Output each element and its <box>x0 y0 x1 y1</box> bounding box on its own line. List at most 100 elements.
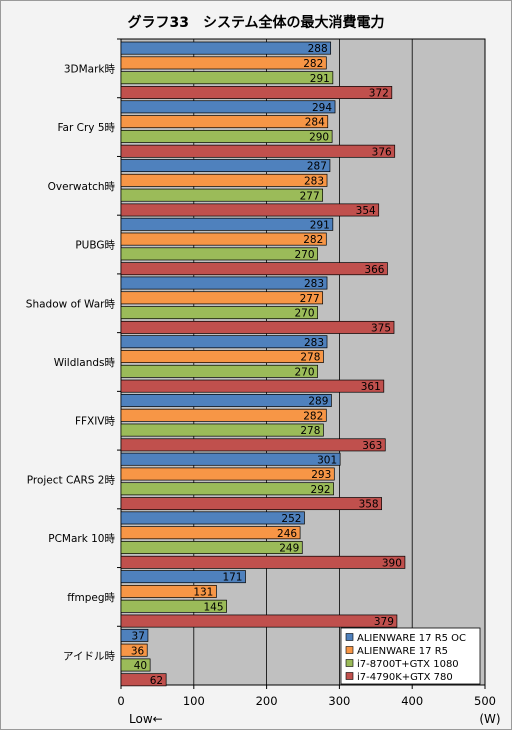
data-label: 301 <box>317 454 337 466</box>
data-label: 293 <box>311 469 331 481</box>
data-label: 270 <box>295 249 315 261</box>
bar <box>120 71 334 85</box>
bar <box>120 438 386 452</box>
bar <box>120 628 149 642</box>
bar <box>120 188 324 202</box>
data-label: 372 <box>369 88 389 100</box>
data-label: 270 <box>295 308 315 320</box>
bar <box>120 203 380 217</box>
bar <box>120 423 324 437</box>
data-label: 283 <box>304 278 324 290</box>
bar <box>120 555 406 569</box>
data-label: 277 <box>300 293 320 305</box>
bar <box>120 584 217 598</box>
bar <box>120 467 335 481</box>
data-label: 282 <box>303 58 323 70</box>
data-label: 291 <box>310 73 330 85</box>
bar <box>120 41 332 55</box>
category-label: PUBG時 <box>75 240 115 252</box>
data-label: 375 <box>371 323 391 335</box>
legend-label: i7-8700T+GTX 1080 <box>357 659 459 670</box>
data-label: 62 <box>150 675 163 687</box>
bar <box>120 394 332 407</box>
bar <box>120 497 382 511</box>
category-label: アイドル時 <box>63 651 115 663</box>
category-label: Overwatch時 <box>48 181 116 193</box>
data-label: 361 <box>361 381 381 393</box>
x-tick-label: 200 <box>256 694 278 708</box>
bar <box>120 599 227 613</box>
bar <box>120 86 393 99</box>
axis-note: Low← <box>129 712 163 726</box>
data-label: 376 <box>372 146 392 158</box>
data-label: 390 <box>382 557 402 569</box>
data-label: 282 <box>303 410 323 422</box>
bar <box>120 262 388 276</box>
category-label: 3DMark時 <box>64 63 116 75</box>
data-label: 292 <box>311 484 331 496</box>
data-label: 287 <box>307 161 327 173</box>
bar <box>120 247 318 261</box>
bar <box>120 350 324 363</box>
x-tick-label: 0 <box>117 694 124 708</box>
data-label: 291 <box>310 219 330 231</box>
x-tick-label: 100 <box>183 694 205 708</box>
legend-swatch <box>345 633 354 641</box>
chart-title: グラフ33 システム全体の最大消費電力 <box>127 14 384 31</box>
bar <box>120 511 305 525</box>
data-label: 283 <box>304 337 324 349</box>
bar <box>120 306 318 320</box>
legend: ALIENWARE 17 R5 OC ALIENWARE 17 R5 i7-8700… <box>340 627 481 685</box>
bar <box>120 643 148 657</box>
data-label: 36 <box>131 645 145 657</box>
category-label: Wildlands時 <box>54 357 116 369</box>
category-label: ffmpeg時 <box>67 592 115 604</box>
x-tick-label: 400 <box>401 694 423 708</box>
data-label: 284 <box>305 117 325 129</box>
data-label: 171 <box>222 572 242 584</box>
bar <box>120 144 396 158</box>
data-label: 270 <box>295 366 315 378</box>
data-label: 131 <box>193 587 213 599</box>
legend-label: ALIENWARE 17 R5 <box>357 646 448 657</box>
data-label: 278 <box>300 425 320 437</box>
bar <box>120 614 398 628</box>
data-label: 282 <box>303 234 323 246</box>
bar <box>120 320 395 334</box>
data-label: 379 <box>374 616 394 628</box>
bar <box>120 115 329 129</box>
bar <box>120 541 303 554</box>
bar <box>120 673 167 687</box>
category-label: Shadow of War時 <box>26 298 116 310</box>
bar <box>120 526 301 540</box>
bar <box>120 379 385 393</box>
legend-swatch <box>345 659 354 667</box>
x-tick-label: 300 <box>328 694 350 708</box>
bar <box>120 173 328 187</box>
data-label: 290 <box>309 132 329 144</box>
legend-swatch <box>345 646 354 654</box>
data-label: 288 <box>308 43 328 55</box>
data-label: 145 <box>204 601 224 613</box>
data-label: 277 <box>300 190 320 202</box>
data-label: 366 <box>364 264 384 276</box>
data-label: 249 <box>279 543 299 555</box>
category-label: PCMark 10時 <box>48 533 115 545</box>
unit-label: (W) <box>479 712 500 726</box>
data-label: 246 <box>277 528 297 540</box>
bar <box>120 570 246 584</box>
data-label: 363 <box>362 440 382 452</box>
data-label: 294 <box>312 102 332 114</box>
data-label: 283 <box>304 175 324 187</box>
bar <box>120 232 327 246</box>
bar <box>120 364 318 378</box>
data-label: 252 <box>281 513 301 525</box>
data-label: 37 <box>132 630 145 642</box>
bar <box>120 452 341 466</box>
plot-area: 3DMark時 288 282 291 372 Far Cry 5時 294 284 290 37… <box>26 38 496 708</box>
data-label: 289 <box>308 396 328 408</box>
bar <box>120 100 336 114</box>
data-label: 40 <box>134 660 147 672</box>
category-label: FFXIV時 <box>75 416 116 428</box>
